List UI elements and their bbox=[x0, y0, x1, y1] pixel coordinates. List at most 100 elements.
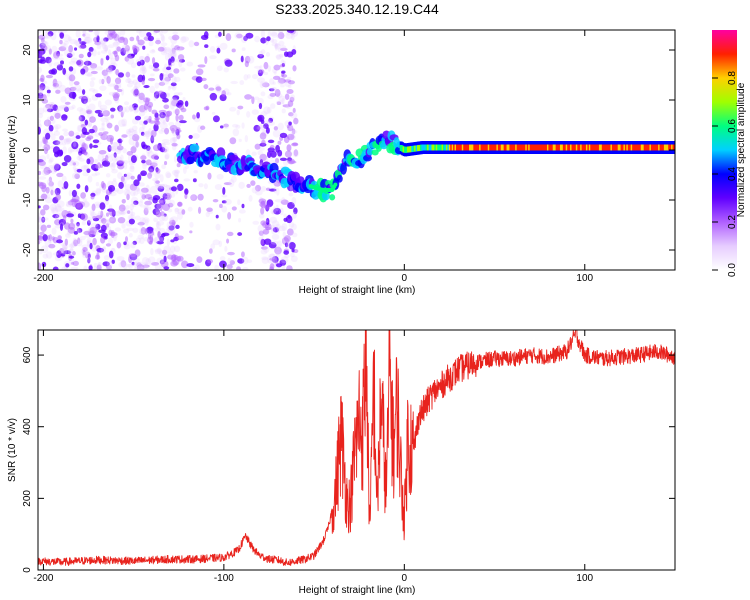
noise-speck bbox=[216, 173, 224, 180]
noise-speck bbox=[105, 55, 110, 61]
noise-speck bbox=[271, 233, 280, 240]
noise-speck bbox=[48, 184, 54, 191]
noise-speck bbox=[159, 114, 167, 123]
noise-speck bbox=[132, 185, 140, 192]
noise-speck bbox=[59, 39, 63, 45]
noise-speck bbox=[97, 112, 104, 118]
noise-speck bbox=[141, 79, 145, 85]
noise-speck bbox=[92, 139, 100, 144]
noise-speck bbox=[275, 223, 281, 230]
noise-speck bbox=[83, 164, 89, 171]
noise-speck bbox=[123, 241, 127, 246]
noise-speck bbox=[96, 264, 102, 270]
noise-speck bbox=[108, 208, 116, 216]
noise-speck bbox=[77, 229, 81, 234]
noise-speck bbox=[290, 252, 295, 258]
noise-speck bbox=[84, 36, 91, 44]
noise-speck bbox=[56, 239, 64, 244]
noise-speck bbox=[41, 94, 47, 101]
chart-title: S233.2025.340.12.19.C44 bbox=[275, 1, 439, 17]
noise-speck bbox=[144, 227, 149, 235]
noise-speck bbox=[126, 151, 134, 156]
noise-speck bbox=[84, 71, 93, 77]
noise-speck bbox=[101, 122, 106, 126]
noise-speck bbox=[73, 81, 80, 86]
noise-speck bbox=[50, 189, 54, 196]
noise-speck bbox=[153, 217, 159, 223]
noise-speck bbox=[69, 247, 74, 255]
noise-speck bbox=[163, 104, 170, 110]
noise-speck bbox=[84, 185, 89, 193]
noise-speck bbox=[219, 125, 224, 129]
noise-speck bbox=[118, 181, 124, 189]
ridge-blob bbox=[186, 156, 195, 165]
noise-speck bbox=[63, 181, 69, 189]
noise-speck bbox=[117, 36, 125, 43]
noise-speck bbox=[263, 245, 270, 253]
snr-series-line bbox=[38, 330, 675, 566]
noise-speck bbox=[68, 51, 76, 57]
noise-speck bbox=[64, 233, 72, 238]
noise-speck bbox=[165, 48, 173, 52]
noise-speck bbox=[89, 242, 93, 250]
noise-speck bbox=[110, 146, 117, 151]
spectrogram-x-tick-label: -100 bbox=[214, 273, 234, 284]
noise-speck bbox=[45, 251, 53, 259]
noise-speck bbox=[58, 46, 67, 52]
noise-speck bbox=[253, 96, 260, 101]
noise-speck bbox=[270, 32, 278, 38]
noise-speck bbox=[129, 203, 134, 211]
noise-speck bbox=[215, 214, 219, 219]
noise-speck bbox=[91, 163, 99, 171]
noise-speck bbox=[78, 115, 86, 122]
snr-y-tick-label: 400 bbox=[22, 418, 33, 435]
noise-speck bbox=[86, 73, 93, 77]
noise-speck bbox=[209, 45, 216, 53]
noise-speck bbox=[96, 251, 100, 260]
noise-speck bbox=[254, 35, 261, 43]
noise-speck bbox=[42, 31, 50, 40]
noise-speck bbox=[93, 262, 98, 267]
noise-speck bbox=[164, 154, 170, 160]
noise-speck bbox=[39, 249, 43, 255]
noise-speck bbox=[278, 30, 283, 35]
noise-speck bbox=[189, 230, 193, 234]
noise-speck bbox=[241, 122, 245, 129]
noise-speck bbox=[93, 227, 99, 236]
noise-speck bbox=[177, 92, 183, 96]
noise-speck bbox=[76, 223, 80, 230]
noise-speck bbox=[64, 238, 68, 247]
noise-speck bbox=[38, 205, 41, 209]
noise-speck bbox=[291, 142, 299, 147]
noise-speck bbox=[223, 67, 229, 73]
noise-speck bbox=[120, 175, 125, 183]
noise-speck bbox=[110, 114, 115, 119]
noise-speck bbox=[127, 263, 134, 269]
noise-speck bbox=[90, 222, 99, 228]
noise-speck bbox=[150, 154, 159, 160]
noise-speck bbox=[133, 105, 137, 111]
noise-speck bbox=[50, 206, 55, 214]
noise-speck bbox=[121, 118, 128, 127]
noise-speck bbox=[170, 239, 175, 243]
noise-speck bbox=[179, 67, 186, 72]
noise-speck bbox=[200, 125, 206, 130]
noise-speck bbox=[94, 93, 103, 98]
noise-speck bbox=[277, 77, 286, 84]
noise-speck bbox=[161, 74, 170, 82]
noise-speck bbox=[212, 199, 219, 203]
noise-speck bbox=[81, 220, 87, 226]
noise-speck bbox=[266, 119, 271, 124]
noise-speck bbox=[145, 159, 152, 166]
noise-speck bbox=[224, 198, 232, 205]
noise-speck bbox=[260, 119, 265, 124]
colorbar-label: Normalized spectral amplitude bbox=[736, 82, 747, 217]
noise-speck bbox=[68, 189, 73, 197]
noise-speck bbox=[70, 266, 79, 270]
noise-speck bbox=[117, 216, 126, 224]
noise-speck bbox=[49, 203, 57, 212]
noise-speck bbox=[60, 96, 67, 103]
noise-speck bbox=[56, 64, 64, 71]
noise-speck bbox=[261, 82, 266, 87]
noise-speck bbox=[109, 216, 117, 224]
